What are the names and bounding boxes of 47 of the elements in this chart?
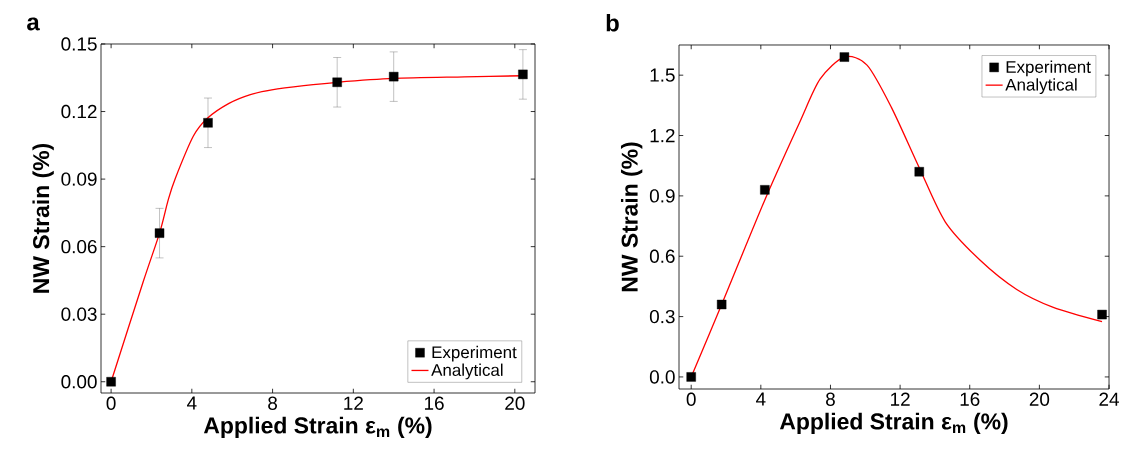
point: [716, 299, 727, 310]
legend-label: Experiment: [1006, 60, 1091, 77]
x-tick-label: 8: [826, 392, 835, 406]
x-tick-label: 20: [505, 396, 525, 410]
x-axis-title: Applied Strain ε$_{m}$ (%): [779, 412, 1008, 435]
point: [518, 69, 528, 80]
y-tick-label: 0.00: [61, 375, 97, 389]
x-tick-label: 24: [1099, 392, 1119, 406]
x-tick-label: 8: [268, 396, 278, 410]
point: [839, 52, 850, 62]
y-tick-label: 1.2: [650, 128, 675, 143]
x-tick-label: 4: [187, 396, 197, 410]
point: [203, 118, 213, 128]
y-tick-label: 0.0: [649, 370, 675, 384]
x-tick-label: 16: [960, 392, 980, 406]
x-tick-label: 12: [891, 392, 910, 406]
x-axis-title: Applied Strain ε$_{m}$ (%): [203, 416, 432, 439]
point: [389, 71, 399, 82]
y-tick-label: 0.15: [61, 37, 97, 51]
y-tick-label: 0.3: [649, 309, 675, 324]
x-tick-label: 20: [1029, 392, 1050, 406]
x-tick-label: 4: [756, 392, 766, 406]
y-tick-label: 1.5: [650, 68, 675, 82]
y-tick-label: 0.9: [649, 189, 675, 203]
chart-title: a: [27, 17, 40, 31]
x-tick-label: 16: [424, 396, 444, 410]
y-axis-title: NW Strain (%): [620, 142, 643, 292]
legend-label: Experiment: [432, 345, 517, 362]
y-tick-label: 0.09: [61, 172, 97, 186]
point: [154, 228, 165, 238]
x-tick-label: 0: [686, 392, 696, 406]
legend-label: Analytical: [431, 363, 503, 380]
y-tick-label: 0.12: [61, 104, 97, 119]
point: [914, 167, 924, 177]
x-tick-label: 0: [106, 396, 116, 410]
y-tick-label: 0.03: [61, 307, 97, 321]
point: [106, 377, 116, 387]
y-axis-title: NW Strain (%): [32, 143, 54, 293]
chart-title: b: [606, 13, 619, 32]
y-tick-label: 0.6: [649, 249, 675, 263]
x-tick-label: 12: [344, 396, 363, 410]
point: [1097, 309, 1107, 320]
point: [760, 185, 770, 195]
point: [332, 77, 342, 87]
point: [686, 372, 696, 382]
y-tick-label: 0.06: [61, 239, 97, 254]
legend-label: Analytical: [1005, 78, 1077, 95]
